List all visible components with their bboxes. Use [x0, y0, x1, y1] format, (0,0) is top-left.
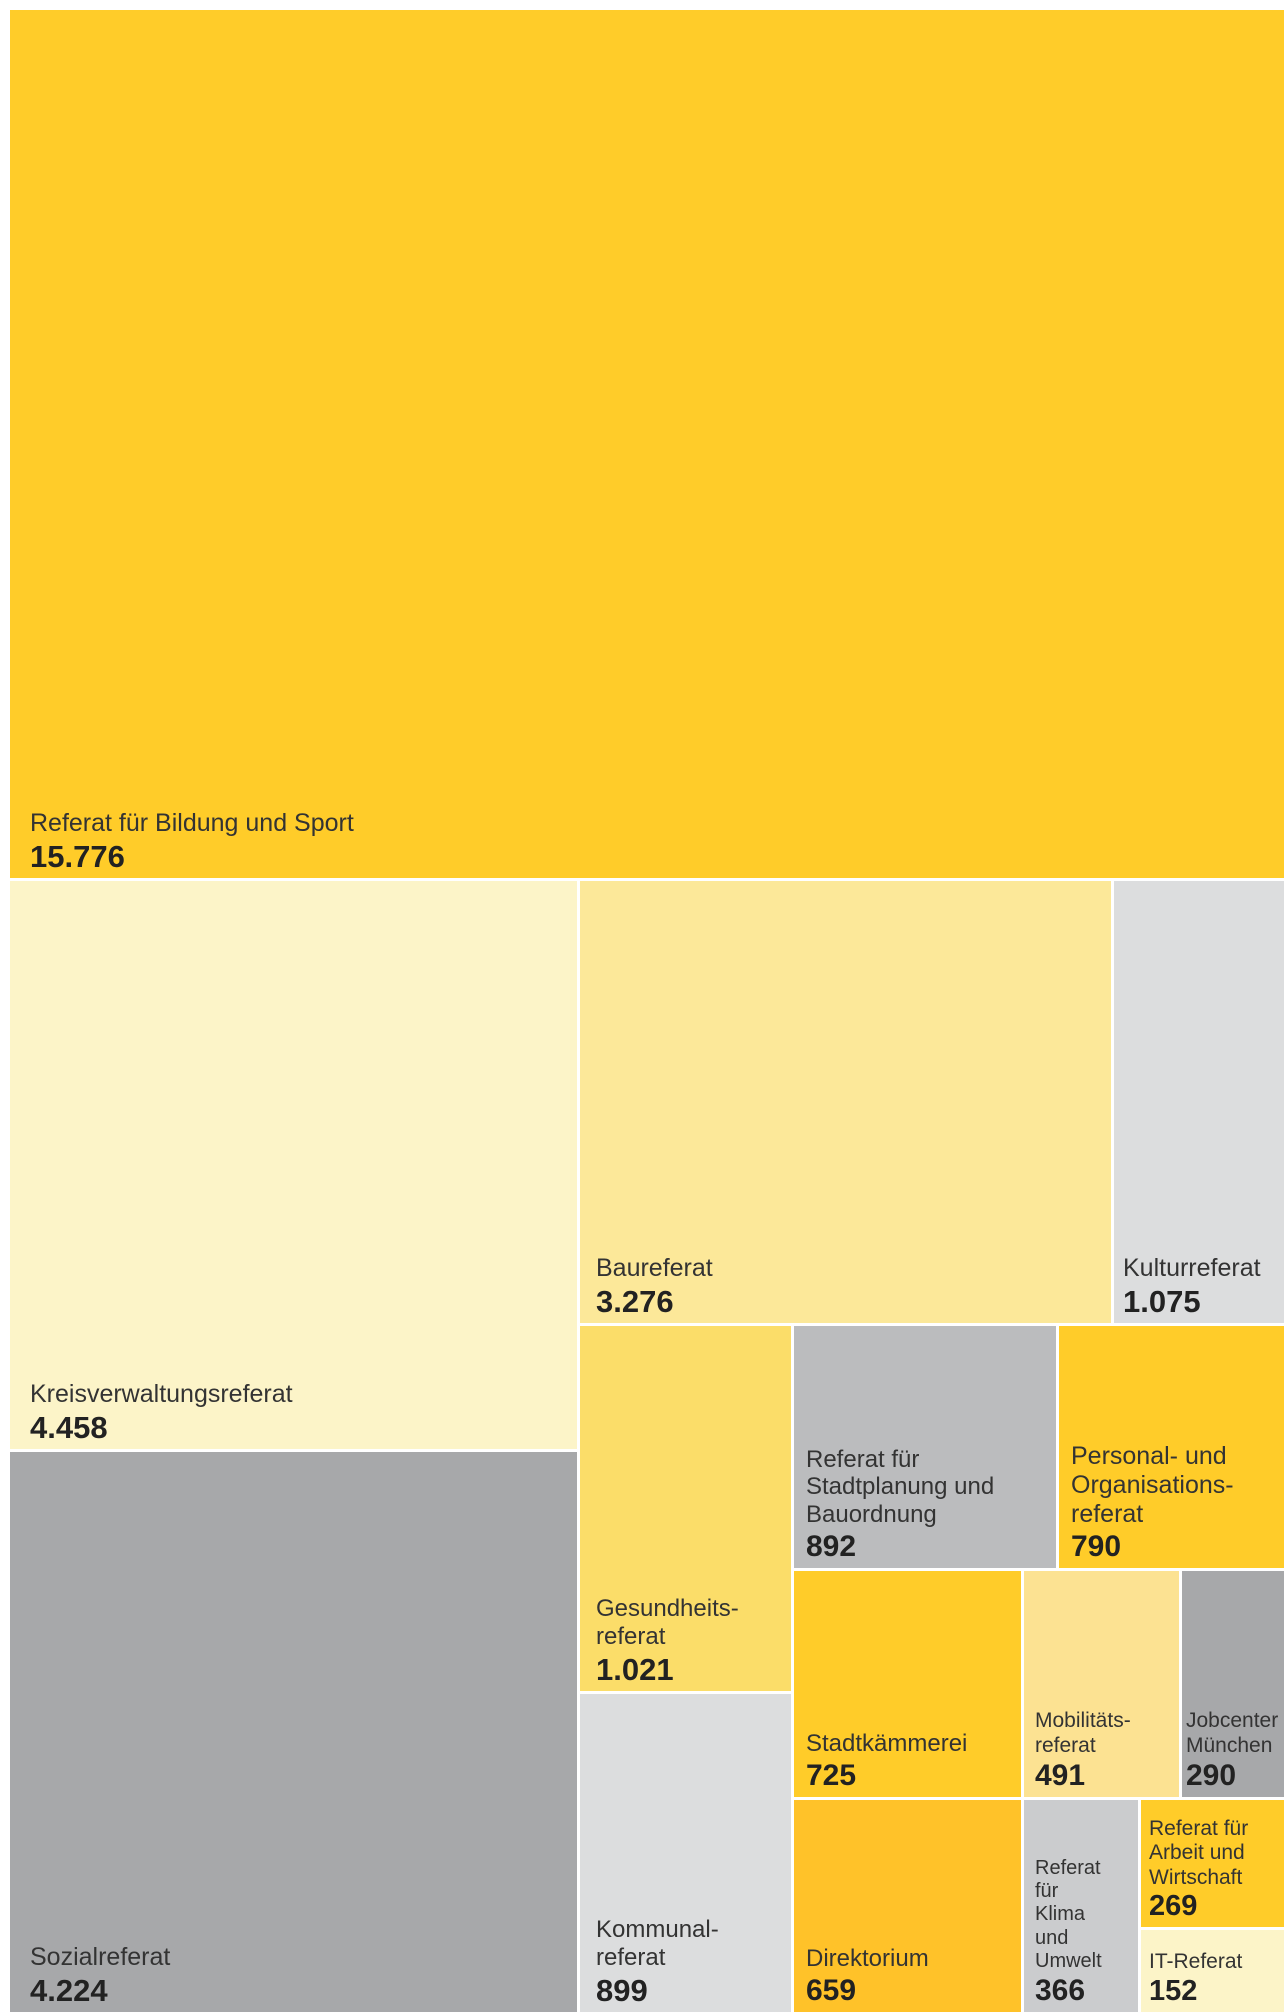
tile-value-referat-fuer-bildung-und-sport: 15.776	[30, 839, 125, 874]
tile-jobcenter-muenchen: Jobcenter München 290	[1182, 1571, 1284, 1797]
tile-direktorium: Direktorium 659	[794, 1800, 1021, 2012]
tile-label-kommunal-referat: Kommunal- referat	[596, 1916, 719, 1972]
tile-value-direktorium: 659	[806, 1974, 857, 2007]
tile-value-referat-fuer-klima-und-umwelt: 366	[1035, 1974, 1086, 2007]
tile-kreisverwaltungsreferat: Kreisverwaltungsreferat 4.458	[10, 881, 577, 1449]
tile-value-kommunal-referat: 899	[596, 1973, 648, 2008]
tile-label-personal-und-organisations-referat: Personal- und Organisations- referat	[1071, 1442, 1234, 1528]
tile-mobilitaets-referat: Mobilitäts- referat 491	[1024, 1571, 1179, 1797]
tile-label-stadtkaemmerei: Stadtkämmerei	[806, 1730, 968, 1758]
tile-referat-fuer-klima-und-umwelt: Referat für Klima und Umwelt 366	[1024, 1800, 1138, 2012]
tile-label-referat-fuer-arbeit-und-wirtschaft: Referat für Arbeit und Wirtschaft	[1149, 1816, 1249, 1889]
tile-label-jobcenter-muenchen: Jobcenter München	[1186, 1709, 1279, 1757]
tile-value-mobilitaets-referat: 491	[1035, 1759, 1086, 1792]
tile-personal-und-organisations-referat: Personal- und Organisations- referat 790	[1059, 1326, 1284, 1568]
tile-label-kreisverwaltungsreferat: Kreisverwaltungsreferat	[30, 1380, 293, 1408]
tile-value-stadtkaemmerei: 725	[806, 1759, 857, 1792]
tile-gesundheits-referat: Gesundheits- referat 1.021	[580, 1326, 791, 1691]
tile-label-kulturreferat: Kulturreferat	[1123, 1254, 1261, 1282]
tile-baureferat: Baureferat 3.276	[580, 881, 1111, 1323]
tile-label-referat-fuer-klima-und-umwelt: Referat für Klima und Umwelt	[1035, 1857, 1102, 1972]
tile-value-baureferat: 3.276	[596, 1284, 674, 1319]
tile-value-kreisverwaltungsreferat: 4.458	[30, 1410, 108, 1445]
tile-label-baureferat: Baureferat	[596, 1254, 713, 1282]
tile-stadtkaemmerei: Stadtkämmerei 725	[794, 1571, 1021, 1797]
tile-kulturreferat: Kulturreferat 1.075	[1114, 881, 1284, 1323]
tile-label-direktorium: Direktorium	[806, 1945, 929, 1973]
tile-label-it-referat: IT-Referat	[1149, 1949, 1243, 1973]
tile-referat-fuer-arbeit-und-wirtschaft: Referat für Arbeit und Wirtschaft 269	[1141, 1800, 1284, 1927]
tile-label-sozialreferat: Sozialreferat	[30, 1943, 171, 1971]
tile-it-referat: IT-Referat 152	[1141, 1930, 1284, 2012]
tile-value-gesundheits-referat: 1.021	[596, 1652, 674, 1687]
tile-referat-fuer-bildung-und-sport: Referat für Bildung und Sport 15.776	[10, 10, 1284, 878]
tile-value-referat-fuer-arbeit-und-wirtschaft: 269	[1149, 1890, 1198, 1922]
tile-value-jobcenter-muenchen: 290	[1186, 1759, 1237, 1792]
tile-sozialreferat: Sozialreferat 4.224	[10, 1452, 577, 2012]
tile-value-it-referat: 152	[1149, 1975, 1198, 2007]
tile-label-mobilitaets-referat: Mobilitäts- referat	[1035, 1709, 1131, 1757]
tile-value-kulturreferat: 1.075	[1123, 1284, 1201, 1319]
tile-referat-fuer-stadtplanung-und-bauordnung: Referat für Stadtplanung und Bauordnung 8…	[794, 1326, 1056, 1568]
tile-label-referat-fuer-bildung-und-sport: Referat für Bildung und Sport	[30, 809, 354, 837]
tile-value-referat-fuer-stadtplanung-und-bauordnung: 892	[806, 1530, 857, 1563]
tile-value-personal-und-organisations-referat: 790	[1071, 1530, 1122, 1563]
tile-kommunal-referat: Kommunal- referat 899	[580, 1694, 791, 2012]
tile-value-sozialreferat: 4.224	[30, 1973, 108, 2008]
tile-label-gesundheits-referat: Gesundheits- referat	[596, 1595, 739, 1651]
tile-label-referat-fuer-stadtplanung-und-bauordnung: Referat für Stadtplanung und Bauordnung	[806, 1445, 995, 1529]
